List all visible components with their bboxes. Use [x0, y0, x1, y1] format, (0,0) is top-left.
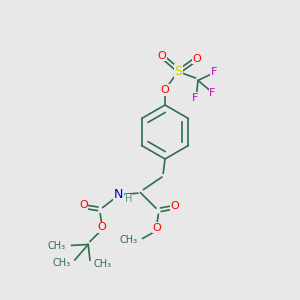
Text: H: H — [125, 194, 132, 205]
Text: S: S — [175, 65, 182, 78]
Text: F: F — [192, 93, 198, 103]
Text: O: O — [171, 201, 180, 211]
Text: O: O — [79, 200, 88, 210]
Text: O: O — [193, 54, 202, 64]
Text: O: O — [160, 85, 169, 95]
Text: O: O — [97, 222, 106, 232]
Text: F: F — [209, 88, 216, 98]
Text: CH₃: CH₃ — [48, 241, 66, 251]
Text: O: O — [158, 51, 166, 61]
Text: O: O — [152, 223, 161, 233]
Text: CH₃: CH₃ — [93, 259, 111, 269]
Text: CH₃: CH₃ — [120, 235, 138, 245]
Text: CH₃: CH₃ — [52, 258, 70, 268]
Text: N: N — [114, 188, 124, 202]
Text: F: F — [210, 67, 217, 77]
